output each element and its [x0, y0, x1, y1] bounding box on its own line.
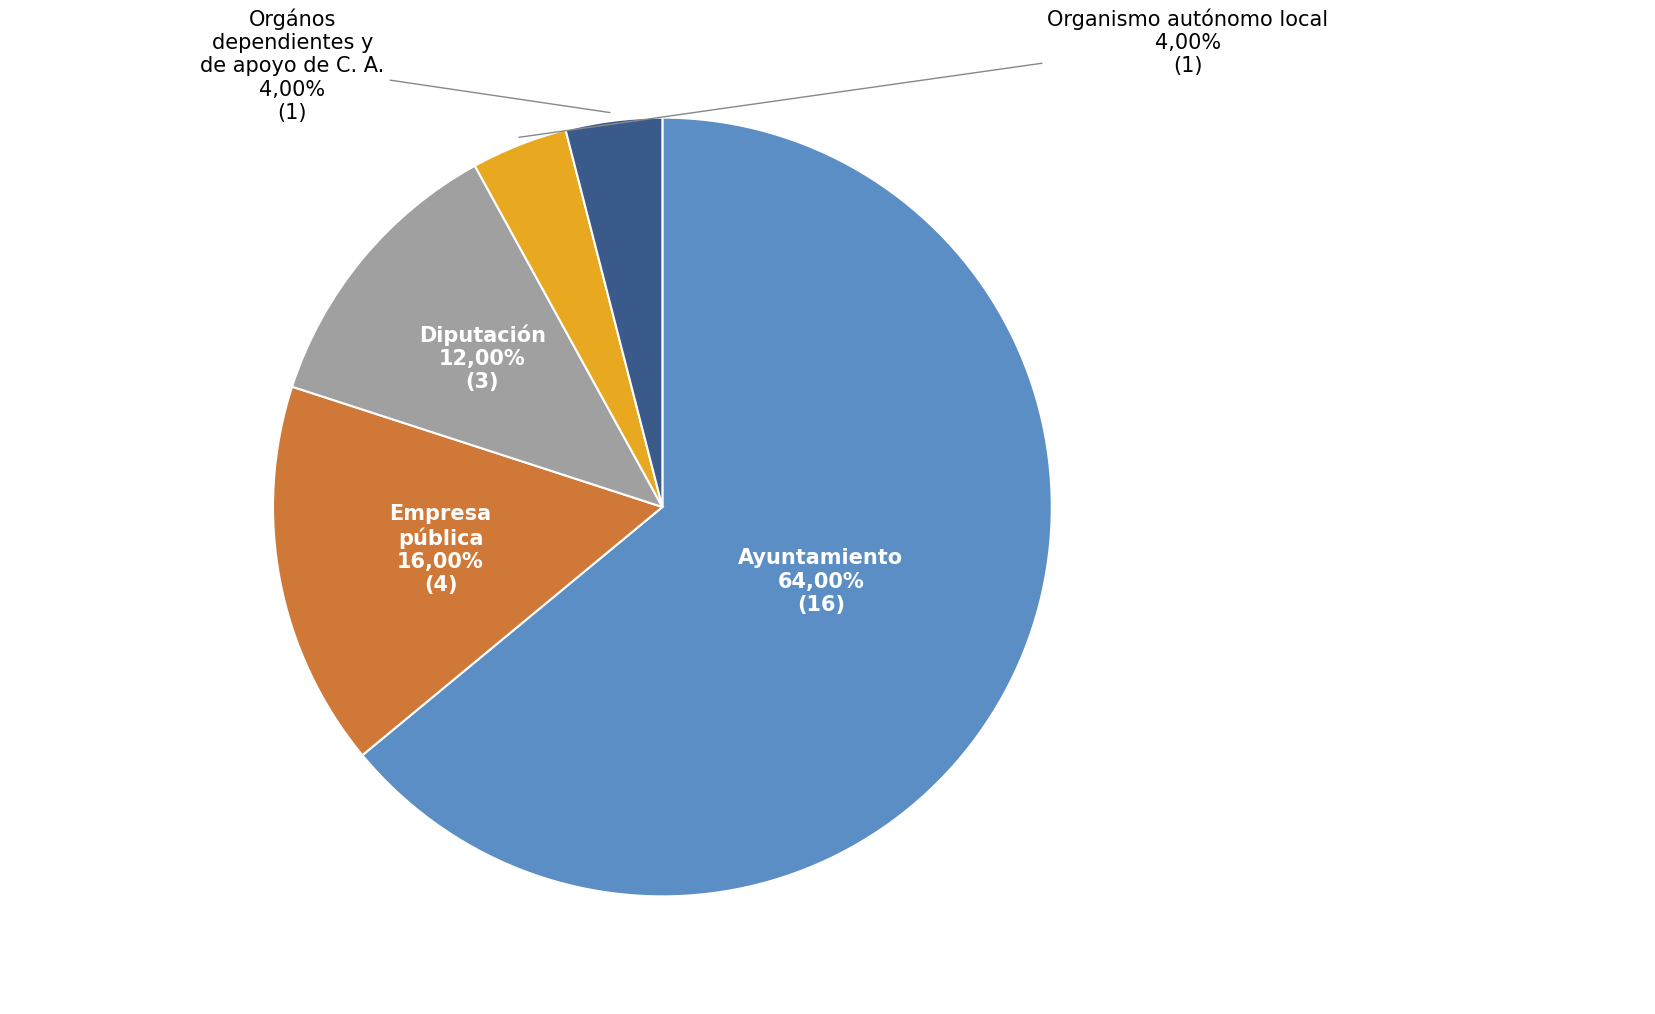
- Wedge shape: [362, 118, 1051, 896]
- Text: Organismo autónomo local
4,00%
(1): Organismo autónomo local 4,00% (1): [518, 8, 1327, 137]
- Wedge shape: [273, 386, 662, 755]
- Wedge shape: [475, 130, 662, 507]
- Text: Ayuntamiento
64,00%
(16): Ayuntamiento 64,00% (16): [738, 549, 904, 614]
- Wedge shape: [566, 118, 662, 507]
- Text: Orgános
dependientes y
de apoyo de C. A.
4,00%
(1): Orgános dependientes y de apoyo de C. A.…: [200, 8, 609, 123]
- Text: Diputación
12,00%
(3): Diputación 12,00% (3): [419, 324, 546, 392]
- Text: Empresa
pública
16,00%
(4): Empresa pública 16,00% (4): [389, 504, 492, 595]
- Wedge shape: [291, 165, 662, 507]
